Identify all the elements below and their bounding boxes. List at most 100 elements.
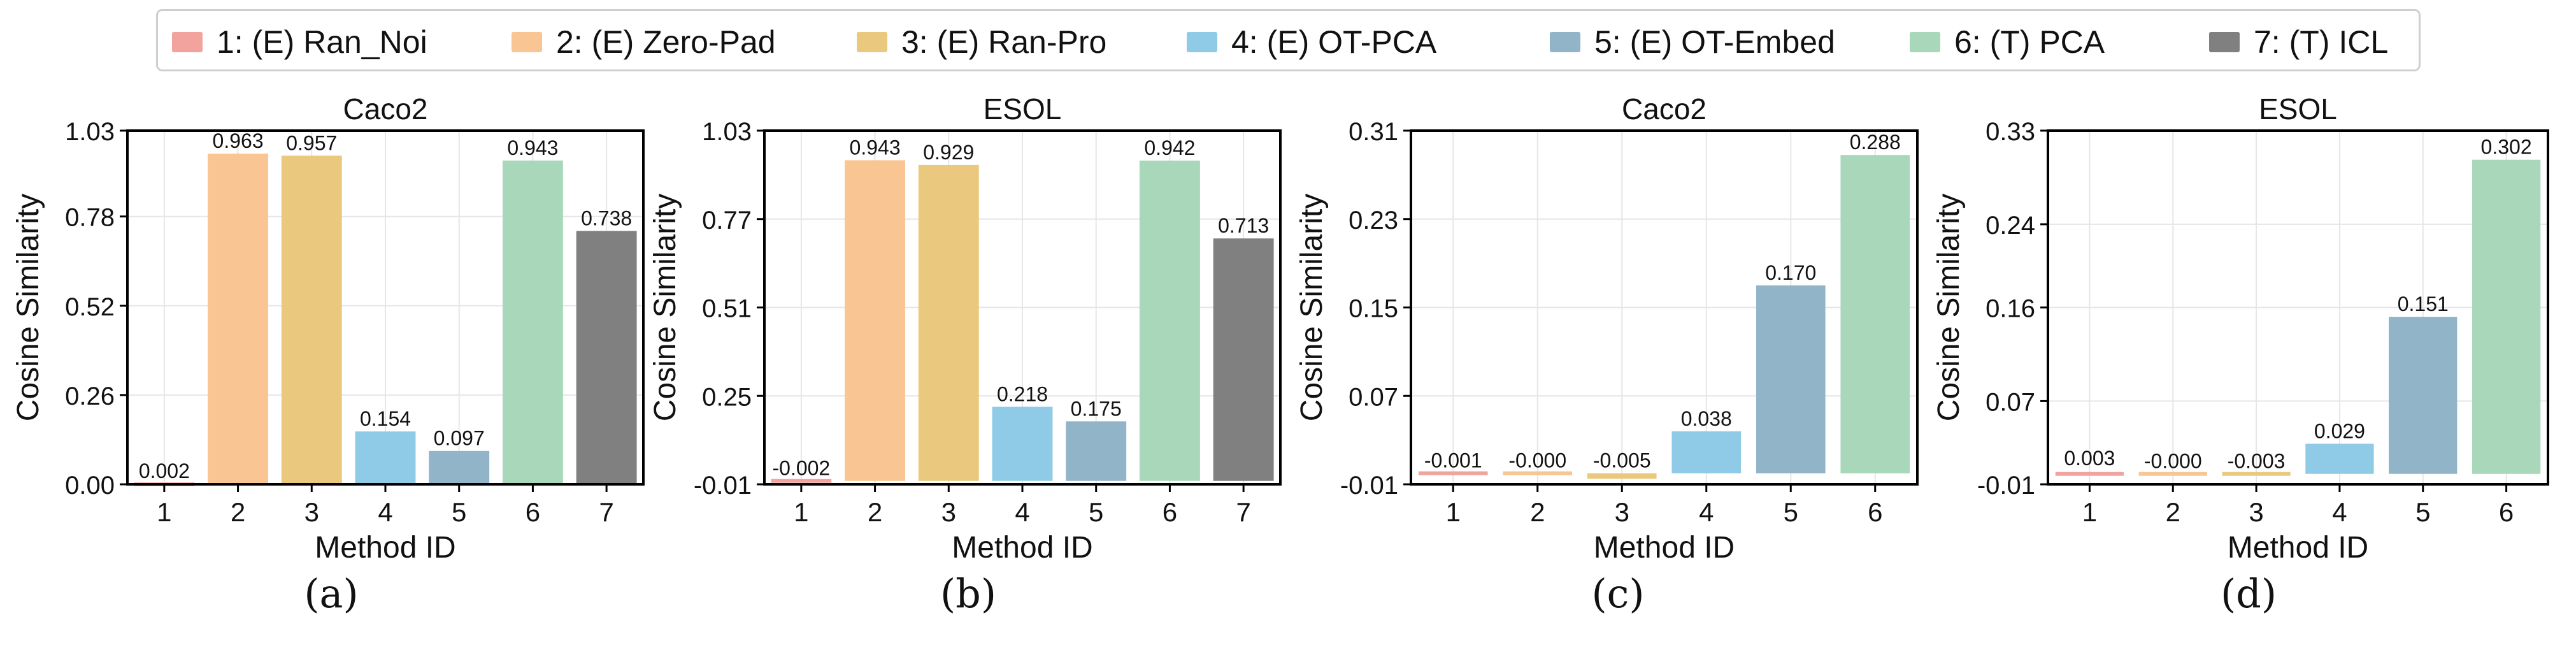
bar-method-6 xyxy=(1139,160,1200,481)
x-tick-label: 4 xyxy=(1699,497,1714,527)
bar-method-5 xyxy=(1066,421,1127,481)
legend-label: 4: (E) OT-PCA xyxy=(1231,24,1437,60)
y-tick-label: 0.52 xyxy=(65,293,115,321)
x-tick-label: 2 xyxy=(2166,497,2180,527)
legend-swatch xyxy=(1910,32,1940,52)
legend-label: 6: (T) PCA xyxy=(1954,24,2105,60)
x-tick-label: 6 xyxy=(2499,497,2514,527)
y-tick-label: 0.23 xyxy=(1349,206,1398,235)
chart-panel-3: -0.001 -0.000 -0.005 0.038 0.170 0.288 -0.01 0.… xyxy=(1295,92,1919,565)
bar-method-2 xyxy=(1503,471,1573,475)
y-tick-label: 0.25 xyxy=(702,383,752,411)
bar-value-label: 0.288 xyxy=(1850,131,1901,154)
x-tick-label: 1 xyxy=(794,497,808,527)
x-tick-label: 2 xyxy=(231,497,245,527)
y-tick-label: -0.01 xyxy=(694,472,752,500)
legend-item-5: 5: (E) OT-Embed xyxy=(1550,11,1835,73)
bar-value-label: 0.929 xyxy=(923,141,974,164)
legend-item-3: 3: (E) Ran-Pro xyxy=(857,11,1106,73)
chart-panel-1: 0.002 0.963 0.957 0.154 0.097 0.943 0.738 0.00 0… xyxy=(11,92,645,565)
legend-item-1: 1: (E) Ran_Noi xyxy=(172,11,427,73)
bar-method-3 xyxy=(918,164,979,481)
bar-method-6 xyxy=(1840,155,1910,473)
bar-value-label: 0.963 xyxy=(213,129,264,152)
chart-panel-4: 0.003 -0.000 -0.003 0.029 0.151 0.302 -0.01 0.0… xyxy=(1932,92,2549,565)
x-tick-label: 3 xyxy=(304,497,319,527)
x-tick-label: 6 xyxy=(1868,497,1882,527)
y-tick-label: 0.07 xyxy=(1349,383,1398,411)
bar-value-label: -0.003 xyxy=(2228,450,2286,473)
x-axis-label: Method ID xyxy=(952,531,1092,565)
legend-item-6: 6: (T) PCA xyxy=(1910,11,2105,73)
legend-label: 2: (E) Zero-Pad xyxy=(556,24,776,60)
bar-value-label: -0.005 xyxy=(1593,449,1651,472)
bar-method-5 xyxy=(1756,285,1826,473)
x-tick-label: 5 xyxy=(1089,497,1103,527)
x-tick-label: 6 xyxy=(526,497,540,527)
panel-caption-d: (d) xyxy=(2220,570,2277,617)
legend-label: 5: (E) OT-Embed xyxy=(1594,24,1835,60)
x-tick-label: 7 xyxy=(1236,497,1250,527)
y-tick-label: 0.51 xyxy=(702,295,752,323)
y-axis-label: Cosine Similarity xyxy=(1932,194,1966,421)
y-tick-label: -0.01 xyxy=(1977,472,2035,500)
bar-value-label: 0.097 xyxy=(434,427,485,450)
y-tick-label: 0.00 xyxy=(65,472,115,500)
bar-method-7 xyxy=(576,231,637,484)
legend-swatch xyxy=(1550,32,1580,52)
bar-method-4 xyxy=(992,407,1053,481)
y-tick-label: 0.33 xyxy=(1986,118,2035,146)
bar-value-label: 0.170 xyxy=(1765,261,1816,284)
x-tick-label: 2 xyxy=(868,497,882,527)
y-tick-label: 0.07 xyxy=(1986,388,2035,416)
chart-panel-2: -0.002 0.943 0.929 0.218 0.175 0.942 0.713 -0.0… xyxy=(648,92,1282,565)
bar-value-label: -0.002 xyxy=(772,457,830,480)
bar-value-label: 0.002 xyxy=(139,459,190,482)
x-tick-label: 4 xyxy=(378,497,392,527)
y-tick-label: 0.26 xyxy=(65,382,115,410)
legend-label: 3: (E) Ran-Pro xyxy=(901,24,1107,60)
legend-item-7: 7: (T) ICL xyxy=(2209,11,2388,73)
y-axis-label: Cosine Similarity xyxy=(11,194,45,421)
y-tick-label: 0.24 xyxy=(1986,212,2035,240)
y-tick-label: 0.15 xyxy=(1349,295,1398,323)
panel-caption-c: (c) xyxy=(1591,570,1645,617)
x-tick-label: 5 xyxy=(452,497,466,527)
chart-title: ESOL xyxy=(2259,92,2337,126)
bar-value-label: 0.003 xyxy=(2064,447,2115,470)
legend: 1: (E) Ran_Noi 2: (E) Zero-Pad 3: (E) Ran-… xyxy=(156,9,2421,71)
bar-method-1 xyxy=(1418,471,1488,475)
x-tick-label: 2 xyxy=(1530,497,1545,527)
bar-method-5 xyxy=(429,451,490,484)
bar-value-label: 0.029 xyxy=(2314,419,2365,442)
y-tick-label: 1.03 xyxy=(65,118,115,146)
bar-value-label: 0.738 xyxy=(581,206,632,229)
bar-value-label: -0.001 xyxy=(1424,449,1482,472)
bar-value-label: 0.942 xyxy=(1144,136,1195,159)
bar-method-3 xyxy=(281,155,342,484)
bar-value-label: -0.000 xyxy=(2144,450,2202,473)
x-tick-label: 4 xyxy=(2332,497,2347,527)
legend-item-2: 2: (E) Zero-Pad xyxy=(512,11,776,73)
bar-value-label: 0.175 xyxy=(1071,397,1122,420)
bar-method-3 xyxy=(2222,472,2291,476)
legend-swatch xyxy=(512,32,542,52)
legend-swatch xyxy=(172,32,203,52)
x-axis-label: Method ID xyxy=(315,531,455,565)
y-tick-label: 0.77 xyxy=(702,206,752,235)
bar-method-4 xyxy=(1671,431,1742,473)
panel-caption-a: (a) xyxy=(304,570,359,617)
bar-method-1 xyxy=(771,479,832,483)
legend-swatch xyxy=(2209,32,2240,52)
x-tick-label: 4 xyxy=(1015,497,1029,527)
bar-method-5 xyxy=(2389,317,2458,474)
bar-value-label: 0.943 xyxy=(507,136,558,159)
bar-method-4 xyxy=(355,431,416,484)
x-tick-label: 5 xyxy=(2415,497,2430,527)
y-axis-label: Cosine Similarity xyxy=(1295,194,1329,421)
bar-method-7 xyxy=(1213,238,1274,481)
x-tick-label: 1 xyxy=(2082,497,2097,527)
x-tick-label: 3 xyxy=(941,497,956,527)
bar-value-label: 0.038 xyxy=(1681,407,1732,430)
bar-value-label: 0.218 xyxy=(997,382,1048,405)
